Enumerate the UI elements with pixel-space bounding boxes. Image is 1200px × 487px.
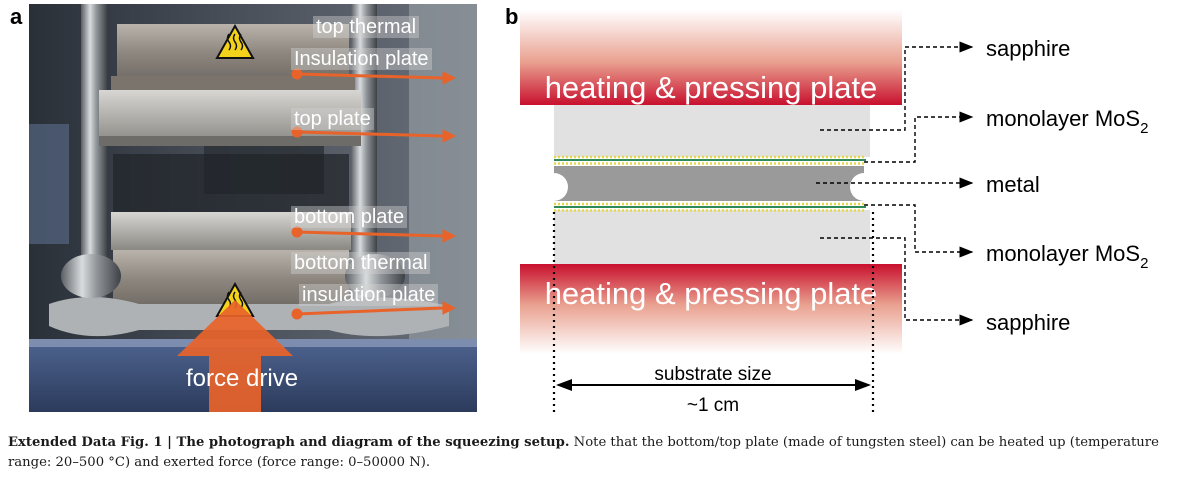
caption-body: Note that the bottom/top plate (made of … [8,435,1159,470]
bottom-thermal-label-line1: bottom thermal [291,252,431,274]
force-drive-label: force drive [186,365,299,392]
mos2-layer-bottom [554,202,866,212]
setup-photograph: top thermal Insulation plate top plate b… [29,4,477,412]
label-mos2-bottom-group: monolayer MoS2 [986,241,1148,272]
label-mos2-top: monolayer MoS [986,106,1140,131]
callout-line-sapphire-bottom [820,237,974,326]
dimension-arrowhead-left [556,379,572,391]
label-sapphire-bottom: sapphire [986,310,1070,335]
squeezing-schematic: heating & pressing plate heating & press… [520,10,1148,416]
caption-title: Extended Data Fig. 1 | The photograph an… [8,435,570,450]
panel-b-letter: b [505,4,519,29]
top-thermal-label-line1: top thermal [313,16,420,38]
metal-layer [554,166,864,201]
callout-line-mos2-bottom [864,204,974,258]
label-mos2-top-subscript: 2 [1140,120,1148,137]
top-thermal-label-line2: Insulation plate [291,48,432,70]
callout-line-mos2-top [864,111,974,163]
dimension-arrowhead-right [855,379,871,391]
sapphire-bottom [554,210,870,266]
sapphire-top [554,100,870,157]
force-drive-arrow [177,300,293,412]
panel-a-letter: a [10,4,23,29]
heating-plate-top [520,10,902,105]
pointer-arrows [291,68,457,320]
label-mos2-bottom-subscript: 2 [1140,255,1148,272]
heating-plate-bottom [520,264,902,354]
label-mos2-top-group: monolayer MoS2 [986,106,1148,137]
top-plate-label: top plate [291,108,374,130]
heating-plate-top-label: heating & pressing plate [545,70,878,105]
callout-line-sapphire-top [820,41,974,131]
bottom-plate-label: bottom plate [291,206,408,228]
label-sapphire-top: sapphire [986,36,1070,61]
press-illustration [29,4,477,412]
heating-plate-bottom-label: heating & pressing plate [545,276,878,311]
dimension-label: substrate size [654,364,771,385]
label-mos2-bottom: monolayer MoS [986,241,1140,266]
bottom-thermal-label-line2: insulation plate [299,284,439,306]
dimension-value: ~1 cm [687,395,739,416]
figure-caption: Extended Data Fig. 1 | The photograph an… [8,433,1193,473]
mos2-layer-top [554,155,866,165]
label-metal: metal [986,172,1040,197]
hot-surface-warning-icon [215,23,255,59]
